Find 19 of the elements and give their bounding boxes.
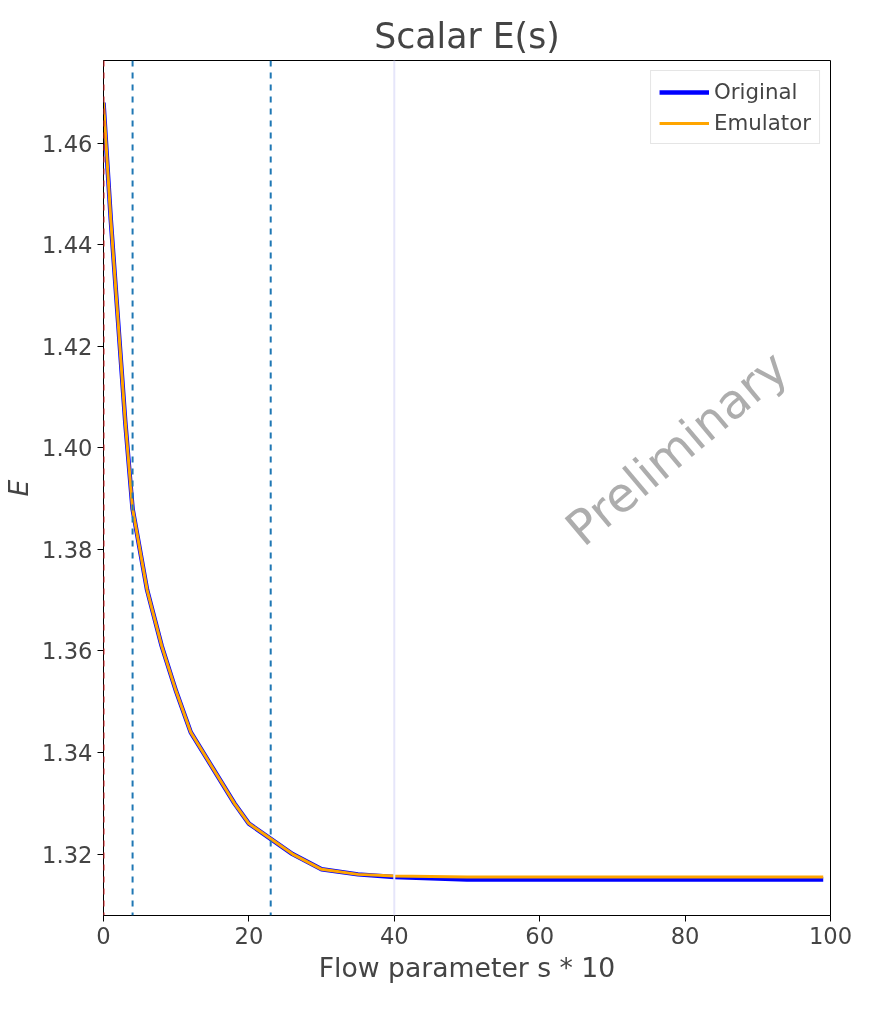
x-tick-label: 20 bbox=[234, 922, 264, 949]
x-tick-label: 80 bbox=[670, 922, 700, 949]
y-tick-label: 1.32 bbox=[42, 841, 93, 868]
y-tick-label: 1.46 bbox=[42, 130, 93, 157]
legend-label: Emulator bbox=[714, 110, 811, 135]
x-tick-label: 40 bbox=[379, 922, 409, 949]
y-tick-label: 1.38 bbox=[42, 536, 93, 563]
legend-label: Original bbox=[714, 79, 798, 104]
y-tick-label: 1.34 bbox=[42, 740, 93, 767]
y-tick-label: 1.42 bbox=[42, 333, 93, 360]
x-tick-label: 0 bbox=[96, 922, 111, 949]
y-tick-label: 1.44 bbox=[42, 232, 93, 259]
y-tick-label: 1.40 bbox=[42, 435, 93, 462]
y-tick-label: 1.36 bbox=[42, 638, 93, 665]
y-axis-title: E bbox=[3, 479, 35, 497]
x-axis-title: Flow parameter s * 10 bbox=[318, 951, 616, 983]
x-tick-label: 60 bbox=[525, 922, 555, 949]
chart-title: Scalar E(s) bbox=[374, 15, 560, 56]
x-tick-label: 100 bbox=[808, 922, 853, 949]
